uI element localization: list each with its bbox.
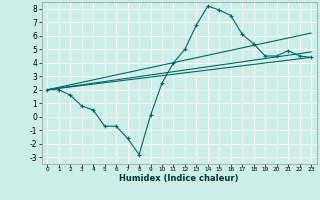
X-axis label: Humidex (Indice chaleur): Humidex (Indice chaleur): [119, 174, 239, 183]
